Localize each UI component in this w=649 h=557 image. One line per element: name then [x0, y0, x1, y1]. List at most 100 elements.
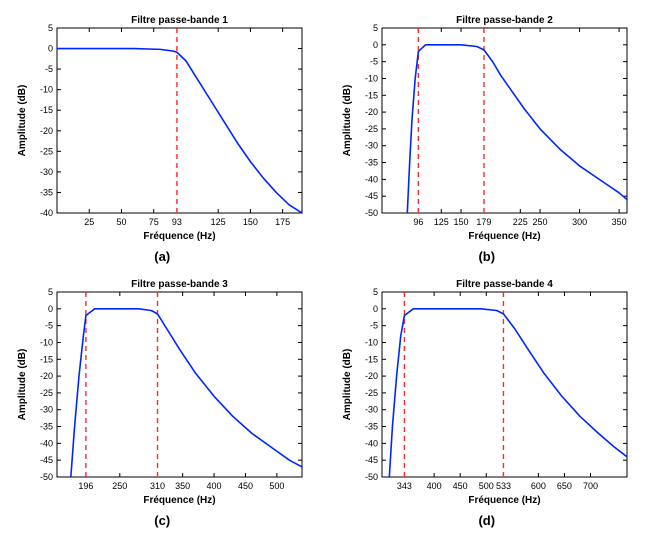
- svg-text:-30: -30: [40, 167, 53, 177]
- svg-text:50: 50: [117, 217, 127, 227]
- svg-text:196: 196: [79, 481, 94, 491]
- svg-text:-40: -40: [365, 174, 378, 184]
- svg-text:400: 400: [426, 481, 441, 491]
- svg-text:175: 175: [275, 217, 290, 227]
- chart-a: Filtre passe-bande 1 -40 -35 -30 -25 -20 -15 -1…: [12, 10, 312, 245]
- svg-text:350: 350: [611, 217, 626, 227]
- svg-text:-5: -5: [370, 57, 378, 67]
- panel-a: Filtre passe-bande 1 -40 -35 -30 -25 -20 -15 -1…: [10, 10, 315, 264]
- svg-text:310: 310: [150, 481, 165, 491]
- svg-text:350: 350: [175, 481, 190, 491]
- svg-text:0: 0: [48, 304, 53, 314]
- svg-text:-10: -10: [40, 85, 53, 95]
- svg-text:Amplitude (dB): Amplitude (dB): [17, 349, 28, 421]
- svg-text:Filtre passe-bande 4: Filtre passe-bande 4: [456, 279, 553, 290]
- svg-text:5: 5: [48, 23, 53, 33]
- svg-text:93: 93: [172, 217, 182, 227]
- svg-text:-50: -50: [365, 208, 378, 218]
- svg-text:0: 0: [373, 40, 378, 50]
- svg-text:-45: -45: [40, 455, 53, 465]
- svg-text:250: 250: [532, 217, 547, 227]
- svg-text:700: 700: [583, 481, 598, 491]
- panel-c: Filtre passe-bande 3-50-45-40-35-30-25-2…: [10, 274, 315, 528]
- chart-b: Filtre passe-bande 2-50-45-40-35-30-25-2…: [337, 10, 637, 245]
- svg-text:5: 5: [373, 287, 378, 297]
- svg-text:-25: -25: [365, 124, 378, 134]
- svg-text:-40: -40: [40, 438, 53, 448]
- svg-text:450: 450: [238, 481, 253, 491]
- svg-text:96: 96: [413, 217, 423, 227]
- svg-text:5: 5: [48, 287, 53, 297]
- panel-d: Filtre passe-bande 4-50-45-40-35-30-25-2…: [335, 274, 640, 528]
- svg-text:-15: -15: [40, 354, 53, 364]
- svg-text:125: 125: [211, 217, 226, 227]
- svg-text:600: 600: [531, 481, 546, 491]
- svg-text:-10: -10: [365, 337, 378, 347]
- svg-text:75: 75: [149, 217, 159, 227]
- svg-text:Fréquence (Hz): Fréquence (Hz): [144, 231, 216, 242]
- svg-text:125: 125: [434, 217, 449, 227]
- svg-text:-10: -10: [365, 73, 378, 83]
- svg-text:450: 450: [452, 481, 467, 491]
- svg-text:-45: -45: [365, 455, 378, 465]
- svg-text:Filtre passe-bande 2: Filtre passe-bande 2: [456, 15, 553, 26]
- svg-text:533: 533: [496, 481, 511, 491]
- svg-text:-15: -15: [40, 105, 53, 115]
- caption-c: (c): [154, 513, 170, 528]
- svg-text:Fréquence (Hz): Fréquence (Hz): [468, 231, 540, 242]
- svg-text:Amplitude (dB): Amplitude (dB): [342, 349, 353, 421]
- svg-text:-35: -35: [40, 422, 53, 432]
- svg-text:-20: -20: [40, 126, 53, 136]
- svg-text:500: 500: [478, 481, 493, 491]
- svg-text:-25: -25: [40, 146, 53, 156]
- svg-text:-25: -25: [365, 388, 378, 398]
- svg-text:150: 150: [243, 217, 258, 227]
- svg-text:-30: -30: [40, 405, 53, 415]
- svg-text:400: 400: [207, 481, 222, 491]
- svg-text:-35: -35: [365, 422, 378, 432]
- chart-c: Filtre passe-bande 3-50-45-40-35-30-25-2…: [12, 274, 312, 509]
- svg-text:-35: -35: [365, 158, 378, 168]
- chart-grid: Filtre passe-bande 1 -40 -35 -30 -25 -20 -15 -1…: [10, 10, 639, 528]
- svg-text:-5: -5: [45, 321, 53, 331]
- svg-text:-5: -5: [370, 321, 378, 331]
- svg-text:Fréquence (Hz): Fréquence (Hz): [468, 495, 540, 506]
- svg-text:-15: -15: [365, 354, 378, 364]
- svg-text:650: 650: [557, 481, 572, 491]
- svg-text:-10: -10: [40, 337, 53, 347]
- svg-text:0: 0: [48, 44, 53, 54]
- chart-d: Filtre passe-bande 4-50-45-40-35-30-25-2…: [337, 274, 637, 509]
- svg-text:-30: -30: [365, 405, 378, 415]
- svg-text:-20: -20: [365, 371, 378, 381]
- svg-text:-45: -45: [365, 191, 378, 201]
- svg-text:500: 500: [270, 481, 285, 491]
- svg-text:25: 25: [84, 217, 94, 227]
- svg-text:-25: -25: [40, 388, 53, 398]
- svg-text:150: 150: [453, 217, 468, 227]
- svg-text:Fréquence (Hz): Fréquence (Hz): [144, 495, 216, 506]
- svg-text:250: 250: [113, 481, 128, 491]
- svg-text:-15: -15: [365, 90, 378, 100]
- svg-text:0: 0: [373, 304, 378, 314]
- caption-a: (a): [154, 249, 170, 264]
- svg-text:343: 343: [397, 481, 412, 491]
- svg-text:-30: -30: [365, 141, 378, 151]
- svg-text:-40: -40: [40, 208, 53, 218]
- svg-text:179: 179: [476, 217, 491, 227]
- svg-text:-40: -40: [365, 438, 378, 448]
- svg-text:Filtre passe-bande 1: Filtre passe-bande 1: [131, 15, 228, 26]
- svg-text:Amplitude (dB): Amplitude (dB): [17, 85, 28, 157]
- svg-text:-50: -50: [40, 472, 53, 482]
- caption-b: (b): [478, 249, 495, 264]
- svg-text:-5: -5: [45, 64, 53, 74]
- svg-text:5: 5: [373, 23, 378, 33]
- svg-text:-35: -35: [40, 187, 53, 197]
- caption-d: (d): [478, 513, 495, 528]
- svg-text:-20: -20: [365, 107, 378, 117]
- svg-text:-20: -20: [40, 371, 53, 381]
- svg-text:Filtre passe-bande 3: Filtre passe-bande 3: [131, 279, 228, 290]
- svg-text:Amplitude (dB): Amplitude (dB): [342, 85, 353, 157]
- svg-text:-50: -50: [365, 472, 378, 482]
- svg-text:225: 225: [513, 217, 528, 227]
- svg-text:300: 300: [572, 217, 587, 227]
